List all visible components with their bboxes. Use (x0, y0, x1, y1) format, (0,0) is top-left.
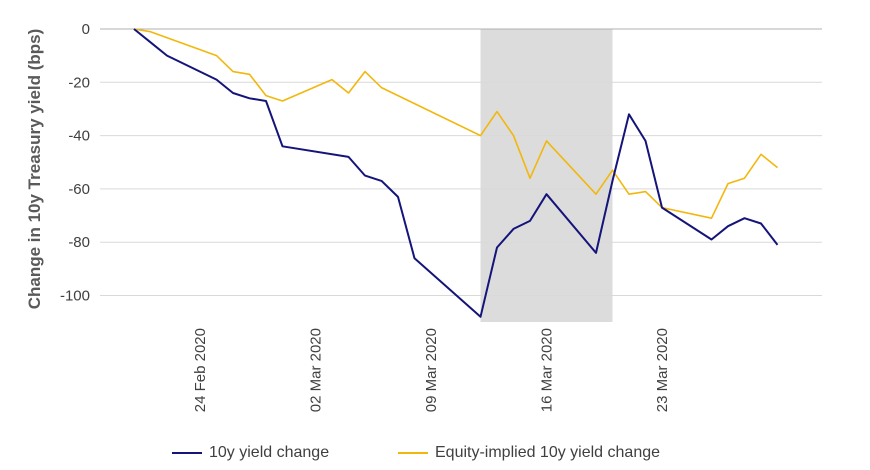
y-axis-title: Change in 10y Treasury yield (bps) (25, 29, 44, 310)
legend-swatch-equity-implied (398, 452, 428, 454)
grid (100, 28, 822, 296)
x-tick-label: 23 Mar 2020 (654, 328, 671, 412)
legend-swatch-10y-yield (172, 452, 202, 454)
x-tick-label: 24 Feb 2020 (192, 328, 209, 412)
legend-label-10y-yield: 10y yield change (209, 444, 330, 461)
line-chart: 0 -20 -40 -60 -80 -100 24 Feb 2020 02 Mar 2020… (25, 21, 822, 412)
legend: 10y yield change Equity-implied 10y yiel… (0, 444, 870, 466)
series-line-equity-implied (133, 28, 779, 219)
shaded-period (480, 29, 613, 322)
legend-label-equity-implied: Equity-implied 10y yield change (435, 444, 661, 461)
y-tick-label: -80 (68, 234, 90, 251)
y-tick-label: -100 (60, 288, 90, 305)
x-tick-labels: 24 Feb 2020 02 Mar 2020 09 Mar 2020 16 Mar … (192, 328, 671, 412)
x-tick-label: 16 Mar 2020 (539, 328, 556, 412)
legend-item-10y-yield: 10y yield change (172, 444, 329, 462)
x-tick-label: 02 Mar 2020 (308, 328, 325, 412)
series-lines (133, 28, 779, 318)
legend-item-equity-implied: Equity-implied 10y yield change (398, 444, 660, 462)
y-tick-label: 0 (82, 21, 90, 38)
y-tick-label: -60 (68, 181, 90, 198)
y-tick-label: -40 (68, 128, 90, 145)
y-tick-label: -20 (68, 74, 90, 91)
series-line-10y-yield (133, 28, 779, 318)
y-tick-labels: 0 -20 -40 -60 -80 -100 (60, 21, 90, 305)
x-tick-label: 09 Mar 2020 (423, 328, 440, 412)
